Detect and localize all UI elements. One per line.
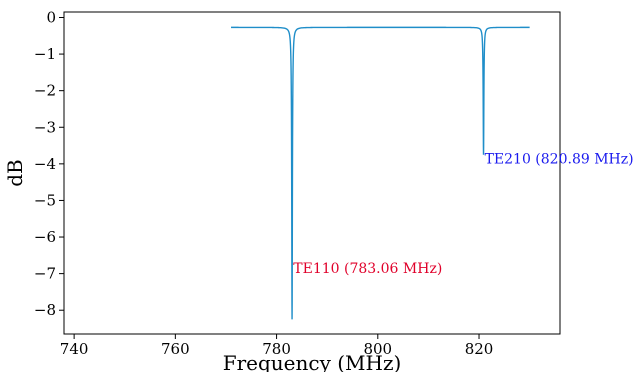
y-tick-label: −2 [34,82,56,100]
x-tick-label: 800 [363,340,392,358]
plot-frame [63,11,561,335]
peak-annotation: TE110 (783.06 MHz) [293,261,442,277]
x-tick-label: 820 [465,340,494,358]
y-tick-label: −5 [34,191,56,209]
series-line [231,26,530,320]
y-tick-label: −7 [34,265,56,283]
y-tick-label: −4 [34,155,56,173]
y-tick-label: −1 [34,45,56,63]
peak-annotation: TE210 (820.89 MHz) [485,151,634,167]
y-axis-label: dB [3,159,27,187]
x-tick-label: 760 [161,340,190,358]
y-tick-label: −8 [34,301,56,319]
x-tick-label: 740 [60,340,89,358]
y-tick-label: −3 [34,118,56,136]
x-tick-label: 780 [262,340,291,358]
x-axis-label: Frequency (MHz) [223,351,402,372]
y-tick-label: 0 [46,8,56,26]
y-tick-label: −6 [34,228,56,246]
